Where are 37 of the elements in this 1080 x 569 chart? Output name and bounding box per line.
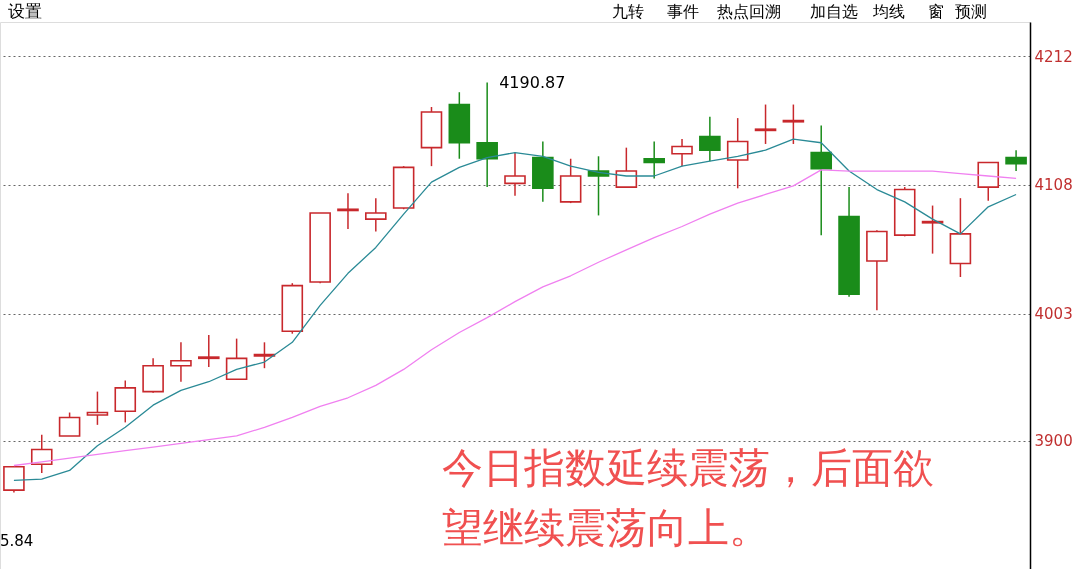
candlestick [782, 103, 805, 145]
text: 九转 [612, 2, 644, 21]
candlestick [615, 146, 638, 188]
candlestick [30, 433, 53, 474]
candlestick [699, 116, 721, 162]
text: 均线 [872, 2, 905, 21]
text: 预测 [955, 2, 987, 21]
candlestick [504, 151, 526, 197]
y-tick-label: 4003 [1034, 305, 1073, 324]
candlestick [253, 341, 276, 369]
candlestick [810, 124, 833, 236]
annotation: 4190.87 [499, 72, 566, 92]
text: 事件 [667, 2, 699, 21]
text: 热点回溯 [717, 2, 781, 21]
text: 加自选 [810, 2, 858, 21]
candlestick [365, 197, 387, 233]
candlestick [726, 117, 749, 190]
candlestick [476, 81, 498, 188]
y-tick-label: 4108 [1034, 176, 1073, 195]
candlestick [197, 334, 220, 368]
candlestick [114, 379, 137, 424]
candlestick [921, 204, 944, 255]
y-tick-label: 3900 [1034, 432, 1073, 451]
candlestick [643, 140, 665, 180]
annotation: 5.84 [0, 532, 34, 550]
candlestick [86, 390, 109, 426]
candlestick [671, 138, 693, 167]
text: 设置 [8, 1, 42, 21]
candlestick [754, 103, 777, 145]
candlestick [337, 192, 359, 230]
candlestick [58, 411, 81, 437]
y-tick-label: 4212 [1034, 48, 1073, 66]
text: 窗 [928, 2, 944, 21]
annotation: 今日指数延续震荡，后面欲望继续震荡向上。 [442, 444, 934, 552]
candlestick [1005, 149, 1027, 172]
candlestick [3, 465, 25, 494]
candlestick [170, 341, 192, 383]
